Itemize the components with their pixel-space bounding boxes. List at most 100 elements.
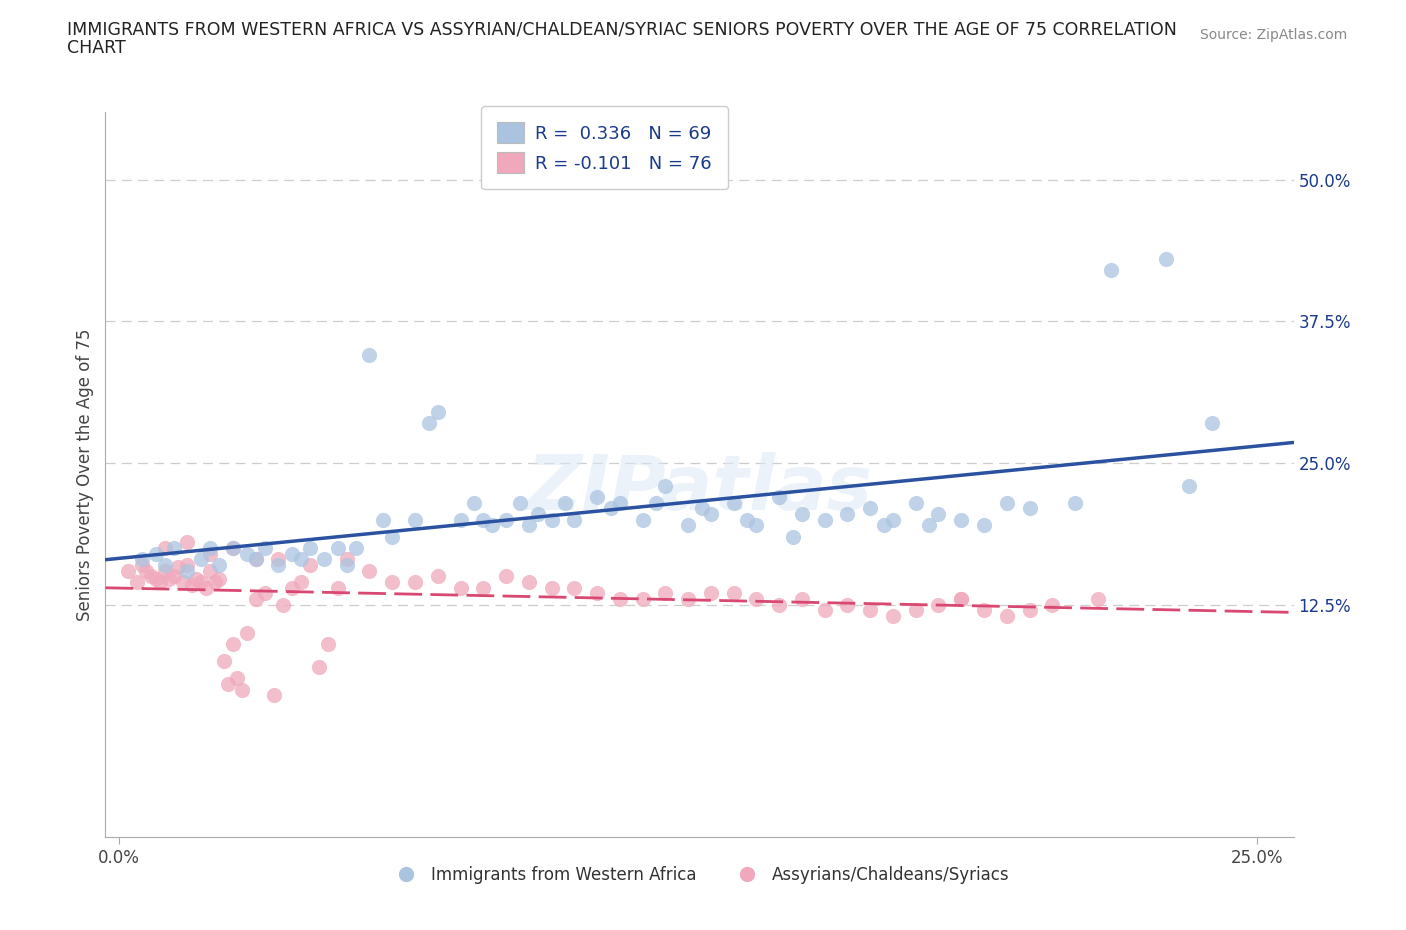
Point	[631, 591, 654, 606]
Point	[163, 540, 186, 555]
Point	[222, 540, 245, 555]
Point	[495, 512, 517, 527]
Point	[131, 557, 153, 572]
Point	[950, 512, 973, 527]
Point	[586, 489, 609, 504]
Point	[281, 546, 304, 561]
Point	[450, 512, 472, 527]
Point	[1040, 597, 1063, 612]
Point	[145, 571, 167, 586]
Point	[263, 688, 285, 703]
Point	[344, 540, 367, 555]
Point	[882, 608, 904, 623]
Point	[336, 551, 359, 566]
Point	[690, 501, 713, 516]
Point	[326, 580, 349, 595]
Point	[790, 507, 813, 522]
Point	[768, 597, 790, 612]
Point	[290, 575, 312, 590]
Point	[226, 671, 249, 685]
Point	[318, 637, 340, 652]
Point	[217, 676, 239, 691]
Point	[481, 518, 503, 533]
Point	[359, 348, 381, 363]
Point	[973, 603, 995, 618]
Point	[426, 569, 449, 584]
Point	[950, 591, 973, 606]
Point	[253, 586, 276, 601]
Point	[814, 603, 837, 618]
Point	[186, 571, 208, 586]
Point	[181, 578, 204, 592]
Point	[245, 551, 267, 566]
Legend: Immigrants from Western Africa, Assyrians/Chaldeans/Syriacs: Immigrants from Western Africa, Assyrian…	[382, 859, 1017, 890]
Point	[927, 507, 949, 522]
Point	[404, 512, 426, 527]
Point	[404, 575, 426, 590]
Point	[253, 540, 276, 555]
Point	[1018, 501, 1040, 516]
Point	[463, 495, 485, 510]
Text: Source: ZipAtlas.com: Source: ZipAtlas.com	[1199, 28, 1347, 42]
Point	[645, 495, 668, 510]
Point	[271, 597, 294, 612]
Point	[381, 575, 404, 590]
Point	[723, 586, 745, 601]
Point	[927, 597, 949, 612]
Point	[723, 495, 745, 510]
Point	[517, 575, 540, 590]
Point	[176, 557, 198, 572]
Point	[973, 518, 995, 533]
Point	[153, 540, 176, 555]
Point	[204, 575, 226, 590]
Point	[814, 512, 837, 527]
Point	[212, 654, 235, 669]
Point	[1064, 495, 1087, 510]
Point	[117, 564, 139, 578]
Point	[859, 603, 882, 618]
Point	[837, 597, 859, 612]
Point	[299, 540, 322, 555]
Point	[235, 626, 257, 641]
Point	[654, 586, 676, 601]
Point	[517, 518, 540, 533]
Point	[426, 405, 449, 419]
Text: IMMIGRANTS FROM WESTERN AFRICA VS ASSYRIAN/CHALDEAN/SYRIAC SENIORS POVERTY OVER : IMMIGRANTS FROM WESTERN AFRICA VS ASSYRI…	[67, 20, 1177, 38]
Point	[326, 540, 349, 555]
Point	[145, 546, 167, 561]
Point	[1087, 591, 1109, 606]
Point	[157, 571, 180, 586]
Point	[495, 569, 517, 584]
Point	[198, 546, 221, 561]
Point	[131, 551, 153, 566]
Point	[904, 603, 927, 618]
Point	[281, 580, 304, 595]
Point	[222, 637, 245, 652]
Point	[245, 551, 267, 566]
Point	[167, 560, 190, 575]
Point	[267, 557, 290, 572]
Text: CHART: CHART	[67, 39, 127, 57]
Point	[540, 580, 562, 595]
Point	[586, 586, 609, 601]
Point	[1099, 263, 1122, 278]
Point	[676, 591, 699, 606]
Point	[163, 569, 186, 584]
Point	[873, 518, 896, 533]
Y-axis label: Seniors Poverty Over the Age of 75: Seniors Poverty Over the Age of 75	[76, 328, 94, 620]
Point	[208, 571, 231, 586]
Point	[735, 512, 758, 527]
Point	[700, 586, 723, 601]
Point	[176, 564, 198, 578]
Point	[299, 557, 322, 572]
Point	[676, 518, 699, 533]
Point	[1018, 603, 1040, 618]
Point	[509, 495, 531, 510]
Point	[995, 495, 1018, 510]
Point	[336, 557, 359, 572]
Point	[231, 683, 253, 698]
Point	[418, 416, 440, 431]
Point	[745, 591, 768, 606]
Point	[308, 659, 330, 674]
Point	[995, 608, 1018, 623]
